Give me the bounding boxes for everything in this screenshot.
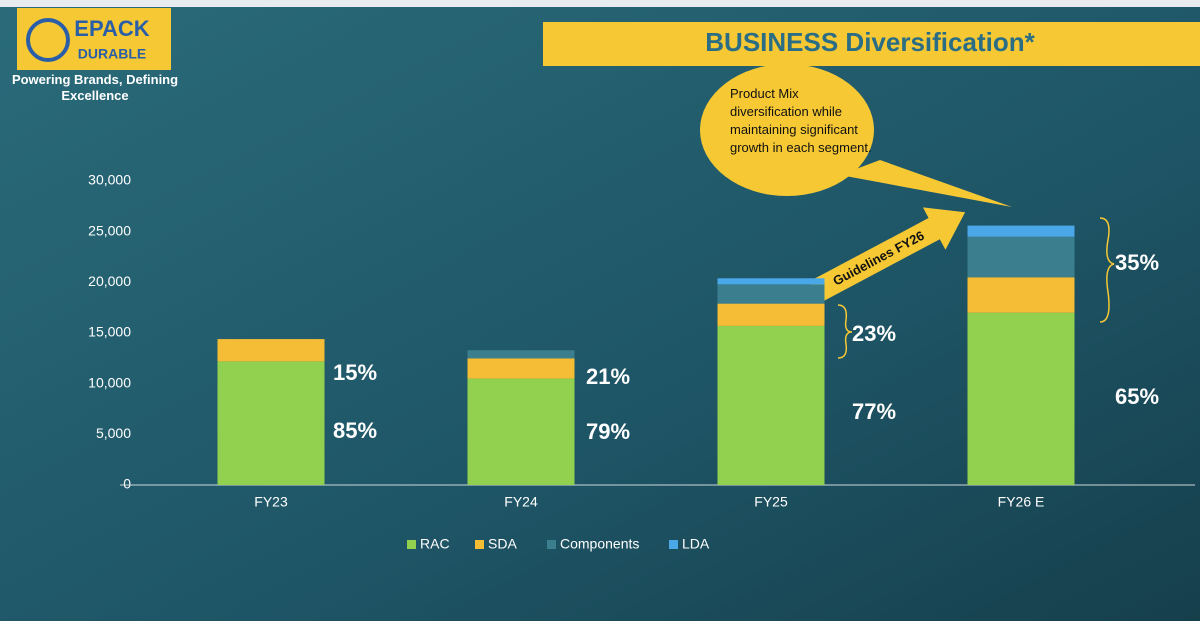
x-tick-label: FY24 — [504, 494, 538, 510]
share-label: 35% — [1115, 250, 1159, 275]
logo-text: EPACK — [74, 16, 149, 41]
legend-swatch — [475, 540, 484, 549]
share-label: 79% — [586, 419, 630, 444]
callout-text: Product Mix diversification while mainta… — [730, 86, 872, 155]
tagline: Powering Brands, Defining Excellence — [11, 72, 179, 103]
y-tick-label: 0 — [123, 476, 131, 492]
bar-segment — [217, 361, 325, 485]
bar-segment — [467, 378, 575, 485]
y-tick-label: 25,000 — [88, 222, 131, 238]
share-label: 21% — [586, 364, 630, 389]
bar-segment — [467, 350, 575, 359]
legend-label: LDA — [682, 536, 710, 552]
legend-swatch — [407, 540, 416, 549]
x-tick-label: FY23 — [254, 494, 288, 510]
share-label: 23% — [852, 321, 896, 346]
share-label: 65% — [1115, 384, 1159, 409]
bar-segment — [967, 312, 1075, 485]
x-tick-label: FY25 — [754, 494, 788, 510]
brace — [837, 304, 853, 359]
callout — [700, 64, 874, 196]
bar-segment — [717, 278, 825, 285]
y-tick-label: 15,000 — [88, 324, 131, 340]
bar-segment — [717, 303, 825, 326]
chart-title: BUSINESS Diversification* — [705, 27, 1035, 57]
bar-segment — [967, 236, 1075, 278]
title-banner — [543, 22, 1200, 66]
callout-tail — [840, 160, 1012, 207]
y-tick-label: 30,000 — [88, 172, 131, 188]
share-label: 77% — [852, 399, 896, 424]
bar-segment — [717, 325, 825, 485]
brace — [1099, 217, 1115, 323]
top-strip — [0, 0, 1200, 7]
callout-box: Product Mix diversification while mainta… — [730, 86, 872, 155]
tagline-box: Powering Brands, Defining Excellence — [11, 72, 179, 103]
legend-swatch — [669, 540, 678, 549]
bar-segment — [467, 358, 575, 379]
legend-label: RAC — [420, 536, 450, 552]
legend-swatch — [547, 540, 556, 549]
bar-segment — [217, 339, 325, 362]
share-label: 15% — [333, 360, 377, 385]
bar-segment — [717, 284, 825, 304]
y-tick-label: 5,000 — [96, 425, 131, 441]
y-tick-label: 10,000 — [88, 374, 131, 390]
logo-text: DURABLE — [78, 46, 146, 62]
share-label: 85% — [333, 418, 377, 443]
bar-segment — [967, 277, 1075, 313]
bar-segment — [967, 225, 1075, 237]
logo-icon — [26, 18, 70, 62]
arrow-shape — [809, 207, 966, 303]
x-tick-label: FY26 E — [998, 494, 1045, 510]
legend-label: Components — [560, 536, 639, 552]
y-tick-label: 20,000 — [88, 273, 131, 289]
legend-label: SDA — [488, 536, 517, 552]
